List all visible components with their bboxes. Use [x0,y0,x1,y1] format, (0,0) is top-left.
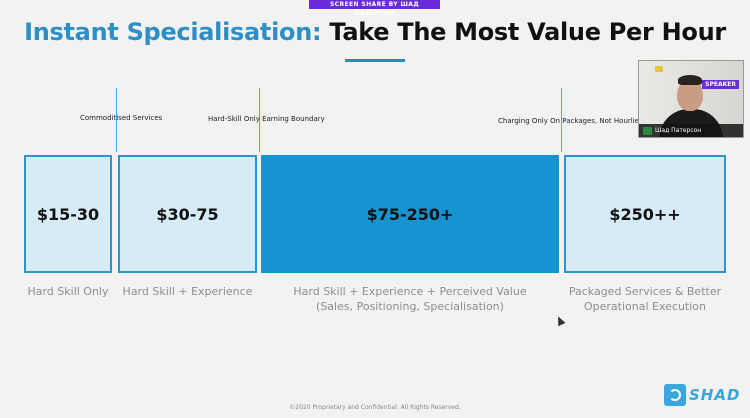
tier-caption-3: Hard Skill + Experience + Perceived Valu… [293,285,527,313]
slide-title-accent: Instant Specialisation: [24,18,322,46]
tier-box-1: $15-30 [24,155,112,273]
slide-title-rest: Take The Most Value Per Hour [321,18,726,46]
speaker-namebar: Шад Патерсон [639,124,743,137]
marker-label-packages: Charging Only On Packages, Not Hourlies [498,117,643,125]
screen-share-banner: SCREEN SHARE BY ШАД ПАТЕРСОН [309,0,440,17]
marker-line-commoditised [116,88,117,152]
mouse-cursor-icon [554,314,566,327]
folder-icon [655,66,663,72]
tier-box-3: $75-250+ [261,155,559,273]
tier-price: $250++ [609,204,681,224]
slide-title: Instant Specialisation: Take The Most Va… [0,18,750,46]
speaker-video-tile[interactable]: SPEAKER Шад Патерсон [638,60,744,138]
tier-caption-4: Packaged Services & Better Operational E… [568,285,722,313]
speaker-hair [678,75,702,85]
tier-box-2: $30-75 [118,155,257,273]
brand-logo: SHAD [664,383,744,407]
tier-caption-1: Hard Skill Only [27,285,109,298]
tier-price: $15-30 [36,204,100,224]
marker-line-packages [561,88,562,152]
slide-footer: ©2020 Proprietary and Confidential. All … [289,404,461,411]
logo-text: SHAD [689,386,741,404]
title-underline [345,59,405,62]
marker-line-hard-skill-boundary [259,88,260,152]
speaker-badge: SPEAKER [702,80,739,89]
tier-price: $30-75 [156,204,219,224]
logo-mark-icon [664,384,686,406]
marker-label-commoditised: Commoditised Services [80,114,163,122]
microphone-icon [643,126,652,135]
tier-caption-2: Hard Skill + Experience [122,285,253,298]
speaker-name: Шад Патерсон [655,127,702,134]
marker-label-hard-skill-boundary: Hard-Skill Only Earning Boundary [208,115,325,123]
tier-price: $75-250+ [366,204,454,224]
tier-box-4: $250++ [564,155,726,273]
